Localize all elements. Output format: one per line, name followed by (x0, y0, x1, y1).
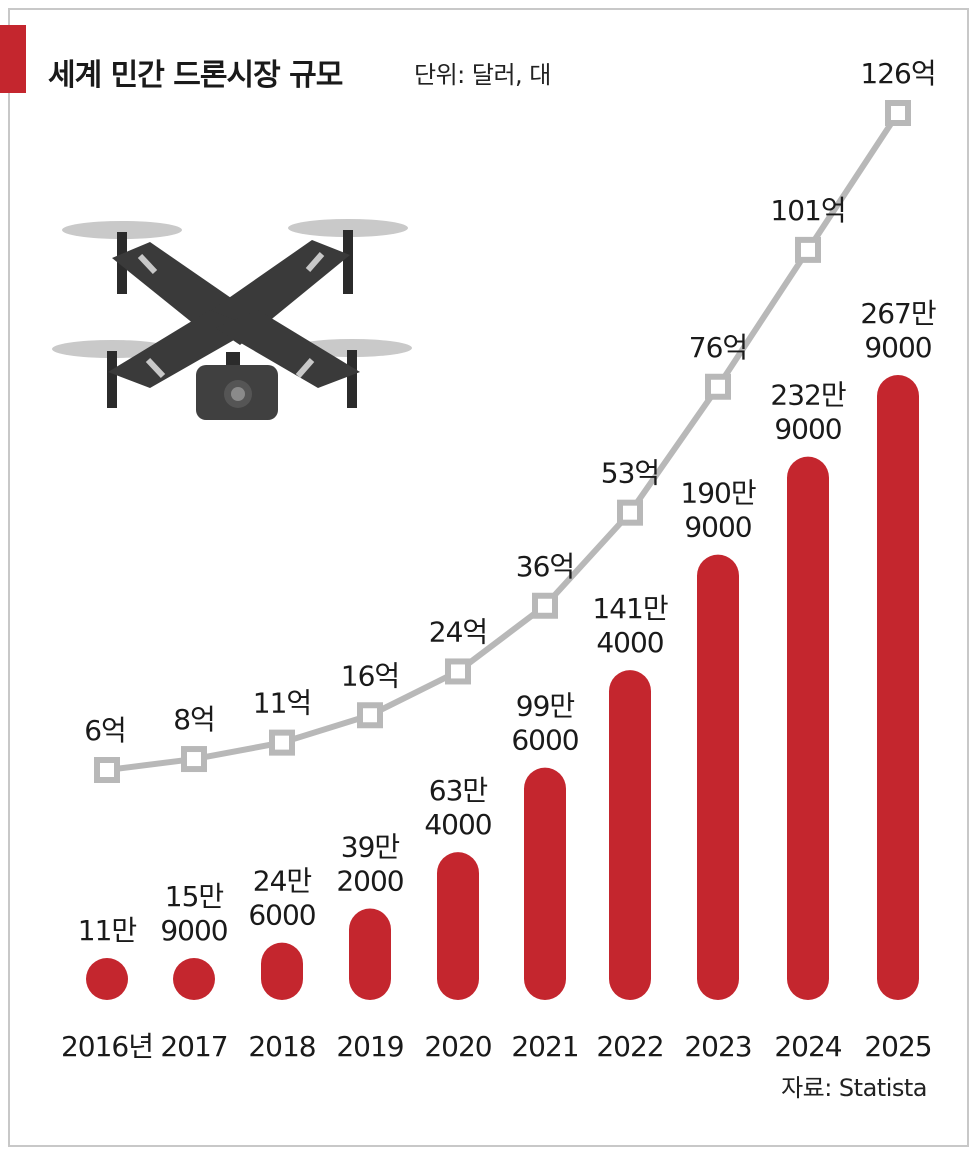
bar-value-label: 9000 (774, 413, 841, 446)
bar-value-labels: 11만15만900024만600039만200063만400099만600014… (78, 297, 937, 947)
line-value-label: 36억 (516, 550, 574, 583)
unit-note: 단위: 달러, 대 (414, 61, 551, 89)
line-marker (269, 729, 295, 756)
x-tick-label: 2020 (424, 1030, 491, 1063)
line-marker (705, 373, 731, 400)
line-marker (181, 746, 207, 773)
x-tick-label: 2017 (160, 1030, 227, 1063)
x-tick-label: 2021 (511, 1030, 578, 1063)
bar-value-label: 267만 (860, 297, 935, 330)
bar-value-label: 9000 (160, 914, 227, 947)
source-note: 자료: Statista (781, 1074, 927, 1102)
bar-2022 (609, 670, 651, 1000)
bar-value-label: 232만 (770, 379, 845, 412)
bar-2019 (349, 908, 391, 1000)
bar-2025 (877, 375, 919, 1000)
bar-value-label: 63만 (429, 774, 488, 807)
line-marker (885, 100, 911, 126)
line-value-label: 53억 (601, 457, 659, 490)
bar-value-label: 6000 (248, 899, 315, 932)
line-marker (532, 592, 558, 619)
bar-2024 (787, 456, 829, 1001)
line-marker (795, 236, 821, 263)
line-series (94, 100, 911, 783)
drone-icon (52, 219, 412, 420)
bar-value-label: 9000 (684, 511, 751, 544)
line-marker (445, 658, 471, 685)
bar-value-label: 11만 (78, 914, 137, 947)
bar-value-label: 4000 (424, 808, 491, 841)
x-tick-label: 2022 (596, 1030, 663, 1063)
bar-2020 (437, 852, 479, 1000)
line-value-labels: 6억 8억 11억 16억 24억 36억 53억 76억 101억 126억 (84, 57, 936, 747)
x-tick-label: 2024 (774, 1030, 841, 1063)
bar-2023 (697, 554, 739, 1000)
line-value-label: 126억 (860, 57, 935, 90)
bar-value-label: 24만 (253, 865, 312, 898)
bar-value-label: 99만 (516, 690, 575, 723)
x-tick-label: 2016년 (61, 1030, 153, 1063)
line-marker (94, 757, 120, 783)
line-value-label: 11억 (253, 687, 311, 720)
line-value-label: 24억 (429, 615, 487, 648)
bar-2021 (524, 767, 566, 1000)
line-value-label: 101억 (770, 194, 845, 227)
x-tick-label: 2025 (864, 1030, 931, 1063)
line-marker (617, 499, 643, 526)
chart-title: 세계 민간 드론시장 규모 (48, 58, 343, 93)
bar-series (86, 375, 919, 1001)
bar-value-label: 4000 (596, 626, 663, 659)
bar-2017 (173, 958, 215, 1000)
bar-value-label: 190만 (680, 477, 755, 510)
bar-value-label: 39만 (341, 831, 400, 864)
line-value-label: 16억 (341, 659, 399, 692)
x-axis-tick-labels: 2016년 2017 2018 2019 2020 2021 2022 2023 2024 202… (61, 1030, 933, 1063)
x-tick-label: 2018 (248, 1030, 315, 1063)
x-tick-label: 2019 (336, 1030, 403, 1063)
title-accent-bar (0, 25, 26, 93)
bar-2018 (261, 942, 303, 1000)
line-marker (357, 702, 383, 729)
line-value-label: 8억 (173, 703, 215, 736)
bar-value-label: 15만 (165, 880, 224, 913)
x-tick-label: 2023 (684, 1030, 751, 1063)
line-value-label: 6억 (84, 714, 126, 747)
bar-2016년 (86, 958, 128, 1000)
bar-value-label: 6000 (511, 724, 578, 757)
line-value-label: 76억 (689, 331, 747, 364)
line-path (106, 111, 901, 773)
bar-value-label: 9000 (864, 331, 931, 364)
bar-value-label: 2000 (336, 865, 403, 898)
bar-value-label: 141만 (592, 592, 667, 625)
